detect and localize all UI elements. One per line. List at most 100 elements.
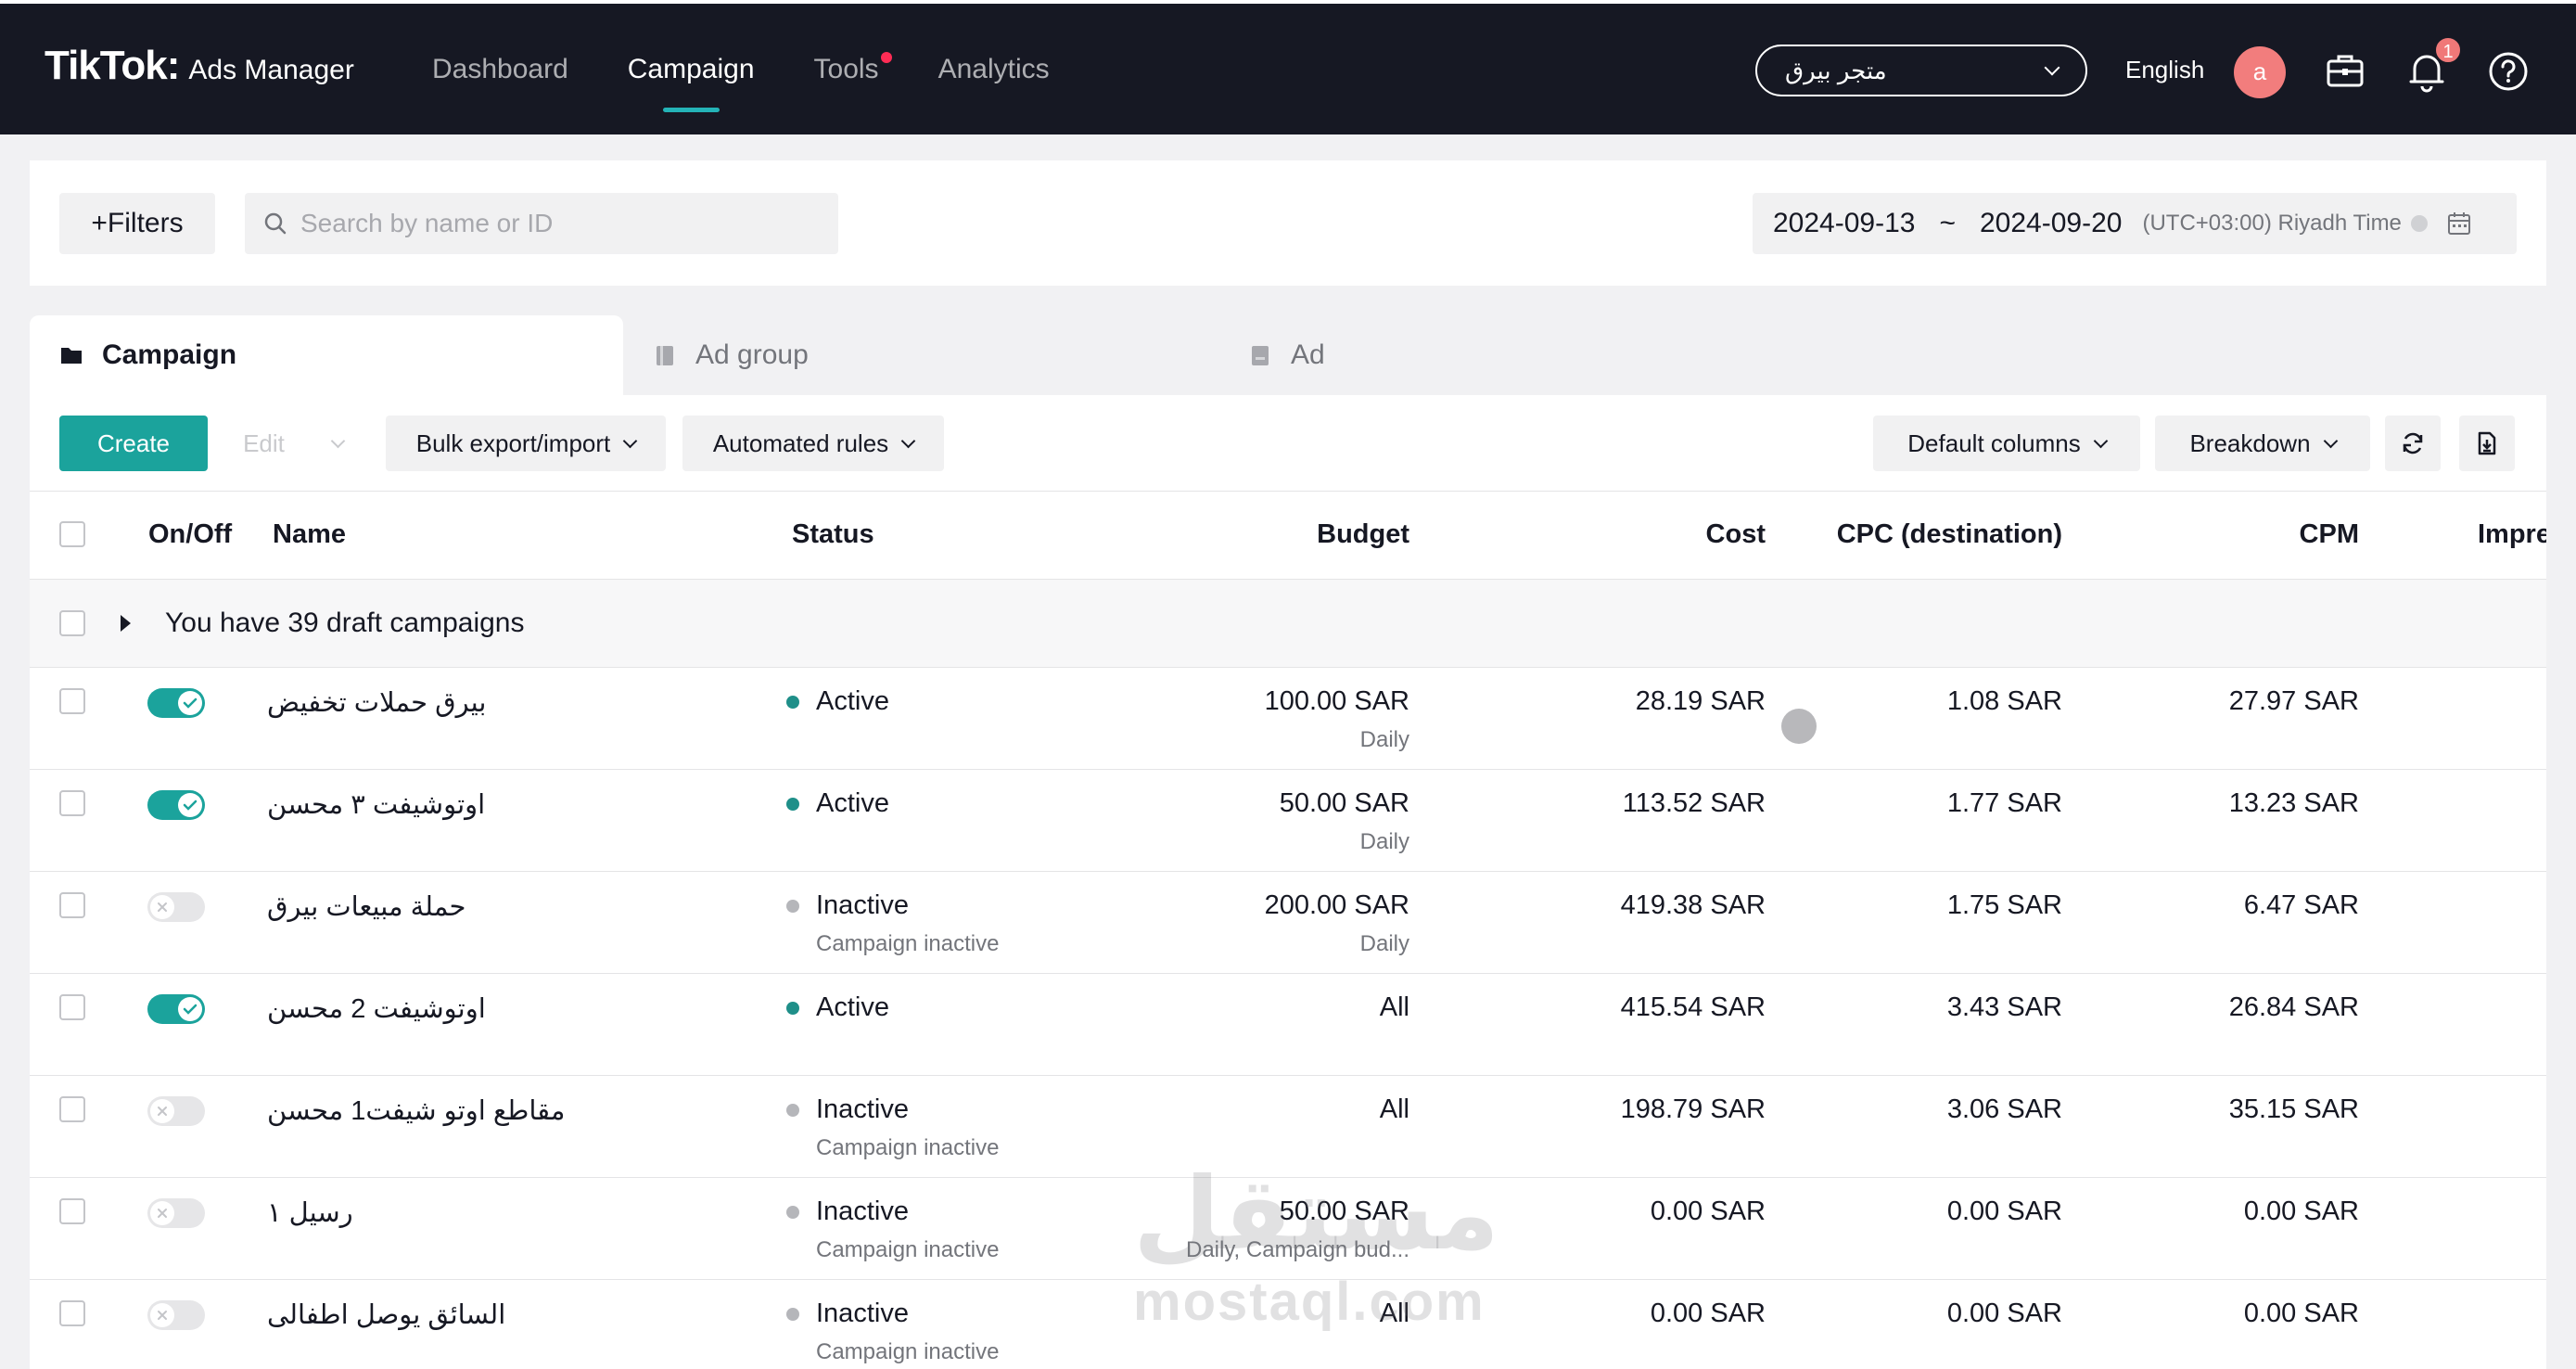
nav-dashboard[interactable]: Dashboard xyxy=(432,54,568,84)
check-icon xyxy=(183,800,198,811)
campaign-toggle[interactable] xyxy=(147,790,205,820)
language-switch[interactable]: English xyxy=(2125,56,2205,83)
select-all-checkbox[interactable] xyxy=(59,521,85,547)
row-checkbox[interactable] xyxy=(59,1096,85,1122)
status-label: Inactive xyxy=(816,1094,909,1124)
help-icon[interactable] xyxy=(2485,48,2531,95)
table-row[interactable]: السائق يوصل اطفالى Inactive Campaign inact… xyxy=(30,1279,2546,1369)
search-icon xyxy=(264,212,287,235)
refresh-button[interactable] xyxy=(2385,416,2441,471)
chevron-down-icon xyxy=(622,433,638,448)
campaign-toggle[interactable] xyxy=(147,994,205,1024)
nav-analytics[interactable]: Analytics xyxy=(937,54,1050,84)
bulk-export-import-button[interactable]: Bulk export/import xyxy=(386,416,666,471)
campaign-toggle[interactable] xyxy=(147,1096,205,1126)
status-sub: Campaign inactive xyxy=(816,1339,1000,1364)
automated-label: Automated rules xyxy=(712,429,889,457)
budget-value: 200.00 SAR xyxy=(1264,890,1409,920)
campaign-toggle[interactable] xyxy=(147,892,205,922)
tab-campaign[interactable]: Campaign xyxy=(30,315,623,395)
create-button[interactable]: Create xyxy=(59,416,208,471)
campaign-name[interactable]: اوتوشيفت 2 محسن xyxy=(267,994,486,1024)
header-budget[interactable]: Budget xyxy=(1317,519,1409,549)
budget-value: 50.00 SAR xyxy=(1279,1196,1409,1226)
table-row[interactable]: مقاطع اوتو شيفت1 محسن Inactive Campaign in… xyxy=(30,1075,2546,1177)
cpc-value: 1.75 SAR xyxy=(1946,890,2062,920)
row-checkbox[interactable] xyxy=(59,994,85,1020)
calendar-icon[interactable] xyxy=(2446,211,2472,237)
table-row[interactable]: حملة مبيعات بيرق Inactive Campaign inactiv… xyxy=(30,871,2546,973)
table-row[interactable]: اوتوشيفت ٣ محسن Active 50.00 SAR Daily 113.5… xyxy=(30,769,2546,871)
status-label: Inactive xyxy=(816,890,909,920)
campaign-toggle[interactable] xyxy=(147,688,205,718)
campaign-name[interactable]: بيرق حملات تخفيض xyxy=(267,688,487,718)
expand-caret-icon[interactable] xyxy=(121,615,131,632)
campaign-name[interactable]: السائق يوصل اطفالى xyxy=(267,1300,506,1330)
cpm-value: 0.00 SAR xyxy=(2243,1196,2359,1226)
budget-value: All xyxy=(1379,1299,1409,1328)
search-input[interactable] xyxy=(300,209,820,238)
account-select[interactable]: متجر بيرق xyxy=(1755,45,2087,96)
nav-campaign[interactable]: Campaign xyxy=(628,4,755,134)
edit-dropdown[interactable]: Edit xyxy=(223,416,363,471)
cpc-value: 3.43 SAR xyxy=(1946,992,2062,1022)
tab-ad-group[interactable]: Ad group xyxy=(653,315,1209,395)
row-checkbox[interactable] xyxy=(59,688,85,714)
row-checkbox[interactable] xyxy=(59,1300,85,1326)
toggle-knob xyxy=(150,1099,174,1123)
campaign-status: Inactive xyxy=(786,1299,909,1329)
cost-value: 113.52 SAR xyxy=(1622,788,1766,818)
default-columns-button[interactable]: Default columns xyxy=(1873,416,2140,471)
toggle-knob xyxy=(178,793,202,817)
search-box[interactable] xyxy=(245,193,838,254)
status-label: Active xyxy=(816,788,889,818)
folder-icon xyxy=(61,348,82,364)
draft-row-checkbox[interactable] xyxy=(59,610,85,636)
row-checkbox[interactable] xyxy=(59,892,85,918)
cpm-value: 6.47 SAR xyxy=(2243,890,2359,920)
header-impressions[interactable]: Impre xyxy=(2478,519,2546,549)
draft-campaigns-row[interactable]: You have 39 draft campaigns xyxy=(30,579,2546,667)
campaign-name[interactable]: اوتوشيفت ٣ محسن xyxy=(267,790,486,820)
campaign-name[interactable]: حملة مبيعات بيرق xyxy=(267,892,466,922)
avatar[interactable]: a xyxy=(2234,46,2286,98)
export-button[interactable] xyxy=(2459,416,2515,471)
header-name[interactable]: Name xyxy=(273,519,346,549)
campaign-name[interactable]: مقاطع اوتو شيفت1 محسن xyxy=(267,1096,566,1126)
date-range-picker[interactable]: 2024-09-13 ~ 2024-09-20 (UTC+03:00) Riya… xyxy=(1753,193,2517,254)
bell-icon[interactable] xyxy=(2404,48,2450,95)
automated-rules-button[interactable]: Automated rules xyxy=(682,416,944,471)
chevron-down-icon xyxy=(330,433,346,448)
edit-label: Edit xyxy=(243,429,285,457)
header-cost[interactable]: Cost xyxy=(1705,519,1766,549)
campaign-toggle[interactable] xyxy=(147,1198,205,1228)
timezone-help-icon[interactable] xyxy=(2410,215,2428,232)
cpc-value: 3.06 SAR xyxy=(1946,1094,2062,1124)
tab-ad[interactable]: Ad xyxy=(1248,315,1712,395)
ad-group-icon xyxy=(657,346,673,365)
budget-sub: Daily xyxy=(1359,727,1409,752)
date-end: 2024-09-20 xyxy=(1980,208,2123,238)
breakdown-button[interactable]: Breakdown xyxy=(2155,416,2370,471)
top-strip xyxy=(0,0,2576,4)
table-body: بيرق حملات تخفيض Active 100.00 SAR Daily 28.… xyxy=(30,667,2546,1369)
table-row[interactable]: اوتوشيفت 2 محسن Active All 415.54 SAR 3.43 S… xyxy=(30,973,2546,1075)
header-status[interactable]: Status xyxy=(792,519,874,549)
logo[interactable]: TikTok: Ads Manager xyxy=(45,43,354,89)
row-checkbox[interactable] xyxy=(59,790,85,816)
table-row[interactable]: بيرق حملات تخفيض Active 100.00 SAR Daily 28.… xyxy=(30,667,2546,769)
row-checkbox[interactable] xyxy=(59,1198,85,1224)
refresh-icon xyxy=(2403,432,2423,454)
header-onoff[interactable]: On/Off xyxy=(148,519,233,549)
header-cpc[interactable]: CPC (destination) xyxy=(1836,519,2062,549)
header-cpm[interactable]: CPM xyxy=(2299,519,2359,549)
campaign-toggle[interactable] xyxy=(147,1300,205,1330)
filters-button[interactable]: +Filters xyxy=(59,193,215,254)
chevron-down-icon xyxy=(2323,433,2338,448)
campaign-name[interactable]: رسيل ١ xyxy=(267,1198,353,1228)
briefcase-icon[interactable] xyxy=(2322,48,2368,95)
budget-value: 50.00 SAR xyxy=(1279,788,1409,818)
nav-tools[interactable]: Tools xyxy=(814,4,892,134)
chevron-down-icon xyxy=(2093,433,2108,448)
table-row[interactable]: رسيل ١ Inactive Campaign inactive 50.00 SAR… xyxy=(30,1177,2546,1279)
